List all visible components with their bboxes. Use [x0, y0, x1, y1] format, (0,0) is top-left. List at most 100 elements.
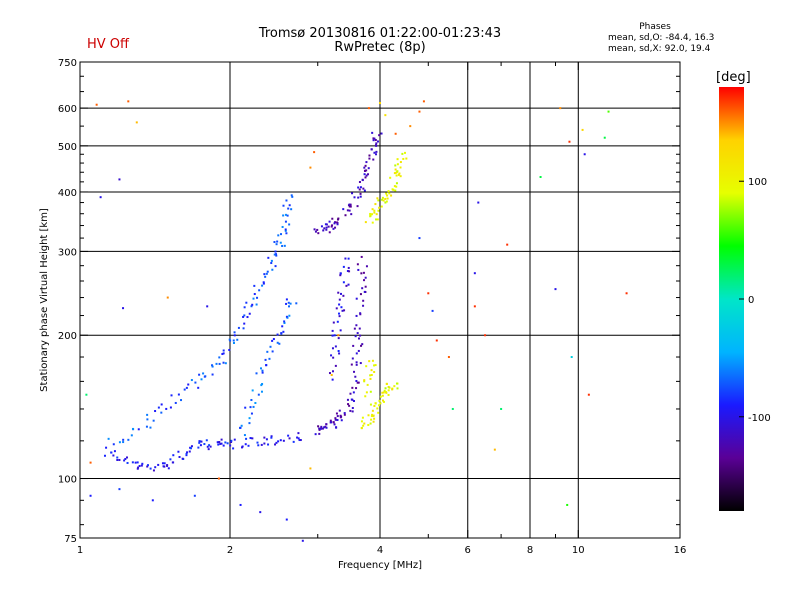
y-axis-label: Stationary phase Virtual Height [km]	[39, 208, 50, 392]
trace-point	[288, 223, 291, 226]
trace-point	[239, 426, 242, 429]
trace-point	[368, 154, 371, 157]
trace-point	[373, 151, 376, 154]
trace-point	[396, 163, 399, 166]
trace-point	[271, 339, 274, 342]
trace-point	[355, 324, 358, 327]
scatter-point	[603, 136, 606, 139]
scatter-point	[337, 334, 340, 337]
trace-point	[270, 435, 273, 438]
trace-point	[279, 241, 282, 244]
trace-point	[130, 434, 133, 437]
trace-point	[352, 391, 355, 394]
trace-point	[350, 398, 353, 401]
trace-point	[169, 406, 172, 409]
trace-point	[356, 205, 359, 208]
trace-point	[292, 440, 295, 443]
trace-point	[136, 461, 139, 464]
trace-point	[363, 422, 366, 425]
trace-point	[347, 266, 350, 269]
x-tick-label: 6	[465, 545, 471, 556]
trace-point	[314, 433, 317, 436]
trace-point	[369, 374, 372, 377]
trace-point	[394, 189, 397, 192]
trace-point	[205, 439, 208, 442]
trace-point	[323, 227, 326, 230]
trace-point	[240, 424, 243, 427]
trace-point	[174, 401, 177, 404]
trace-point	[375, 153, 378, 156]
trace-point	[369, 215, 372, 218]
trace-point	[172, 454, 175, 457]
trace-point	[167, 467, 170, 470]
trace-point	[241, 446, 244, 449]
trace-point	[177, 450, 180, 453]
trace-point	[354, 335, 357, 338]
trace-point	[261, 382, 264, 385]
trace-point	[291, 195, 294, 198]
trace-point	[352, 400, 355, 403]
trace-point	[343, 412, 346, 415]
scatter-point	[301, 539, 304, 542]
scatter-point	[330, 374, 333, 377]
trace-point	[233, 334, 236, 337]
trace-point	[265, 438, 268, 441]
trace-point	[338, 409, 341, 412]
trace-point	[279, 439, 282, 442]
trace-point	[336, 223, 339, 226]
trace-point	[382, 199, 385, 202]
trace-point	[290, 208, 293, 211]
trace-point	[330, 354, 333, 357]
scatter-point	[566, 503, 569, 506]
trace-point	[258, 289, 261, 292]
trace-point	[224, 441, 227, 444]
trace-point	[286, 316, 289, 319]
trace-point	[393, 185, 396, 188]
trace-point	[278, 342, 281, 345]
trace-point	[331, 378, 334, 381]
trace-point	[373, 417, 376, 420]
trace-point	[285, 302, 288, 305]
trace-point	[204, 375, 207, 378]
trace-point	[246, 316, 249, 319]
trace-point	[265, 364, 268, 367]
trace-point	[376, 197, 379, 200]
trace-point	[378, 206, 381, 209]
trace-point	[122, 441, 125, 444]
trace-point	[268, 357, 271, 360]
trace-point	[381, 399, 384, 402]
scatter-point	[206, 305, 209, 308]
trace-point	[376, 140, 379, 143]
trace-point	[194, 381, 197, 384]
trace-point	[273, 241, 276, 244]
trace-point	[367, 414, 370, 417]
trace-point	[186, 451, 189, 454]
trace-point	[370, 374, 373, 377]
trace-point	[394, 168, 397, 171]
trace-point	[374, 139, 377, 142]
trace-point	[287, 434, 290, 437]
trace-point	[288, 314, 291, 317]
trace-point	[251, 437, 254, 440]
trace-point	[272, 338, 275, 341]
trace-point	[374, 203, 377, 206]
trace-point	[388, 192, 391, 195]
trace-point	[226, 442, 229, 445]
trace-point	[378, 404, 381, 407]
trace-point	[342, 208, 345, 211]
trace-point	[124, 457, 127, 460]
trace-point	[341, 309, 344, 312]
trace-point	[249, 437, 252, 440]
trace-point	[401, 152, 404, 155]
trace-point	[367, 173, 370, 176]
trace-point	[365, 391, 368, 394]
trace-point	[261, 284, 264, 287]
trace-point	[250, 305, 253, 308]
trace-point	[257, 393, 260, 396]
y-tick-label: 100	[58, 475, 77, 486]
trace-point	[328, 372, 331, 375]
trace-point	[372, 414, 375, 417]
scatter-point	[309, 467, 312, 470]
scatter-point	[127, 100, 130, 103]
